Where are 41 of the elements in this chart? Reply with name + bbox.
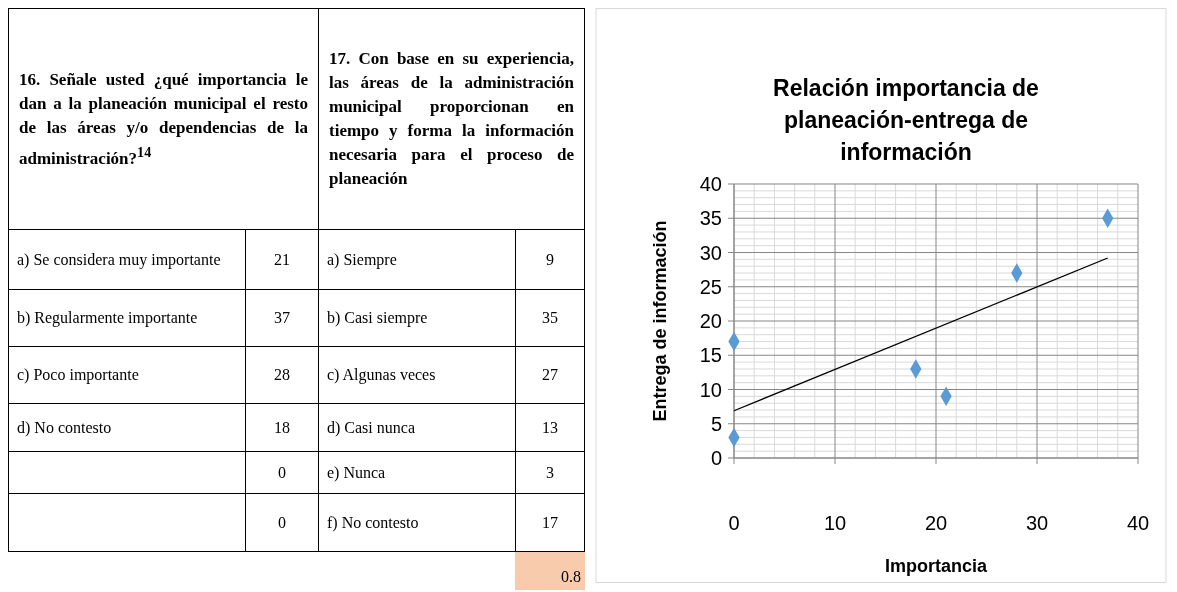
text: 0.8 (515, 552, 585, 590)
x-tick-label: 10 (823, 512, 847, 534)
y-tick-label: 35 (699, 207, 722, 230)
category-label: c) Algunas veces (318, 347, 515, 404)
y-tick-label: 20 (699, 310, 722, 332)
y-tick-label: 30 (699, 241, 722, 264)
x-tick-label: 40 (1126, 512, 1150, 534)
data-label: 28 (245, 347, 318, 404)
category-label: d) No contesto (8, 404, 245, 452)
y-tick-label: 25 (699, 275, 722, 298)
y-tick-label: 40 (699, 173, 722, 195)
data-label: 0 (245, 452, 318, 494)
data-label: 35 (515, 290, 585, 347)
data-label: 18 (245, 404, 318, 452)
category-label: a) Siempre (318, 230, 515, 290)
data-label: 37 (245, 290, 318, 347)
x-tick-label: 30 (1025, 512, 1049, 534)
data-label: 21 (245, 230, 318, 290)
y-axis-title: Entrega de información (650, 220, 670, 422)
y-tick-label: 15 (699, 344, 722, 367)
x-tick-label: 20 (924, 512, 948, 534)
category-label: d) Casi nunca (318, 404, 515, 452)
chart-title: Relación importancia de planeación-entrega de información (773, 75, 1039, 165)
text: 17. Con base en su experiencia, las áreas de la administración municipal proporcionan en tiempo y forma la información necesaria para el proceso de planeación (329, 48, 574, 190)
category-label: a) Se considera muy importante (8, 230, 245, 290)
category-label: c) Poco importante (8, 347, 245, 404)
category-label: b) Regularmente importante (8, 290, 245, 347)
data-label: 13 (515, 404, 585, 452)
x-axis-title: Importancia (884, 556, 988, 576)
category-label: e) Nunca (318, 452, 515, 494)
data-label: 17 (515, 494, 585, 552)
y-tick-label: 0 (710, 447, 722, 469)
y-tick-label: 5 (710, 412, 722, 435)
data-label: 9 (515, 230, 585, 290)
y-tick-label: 10 (699, 378, 722, 401)
category-label: b) Casi siempre (318, 290, 515, 347)
data-label: 3 (515, 452, 585, 494)
data-label: 27 (515, 347, 585, 404)
category-label: f) No contesto (318, 494, 515, 552)
x-tick-label: 0 (728, 512, 740, 534)
text: 16. Señale usted ¿qué importancia le dan a la planeación municipal el resto de las áreas y/o dependencias de la administración?$^{14}$ (19, 68, 308, 170)
